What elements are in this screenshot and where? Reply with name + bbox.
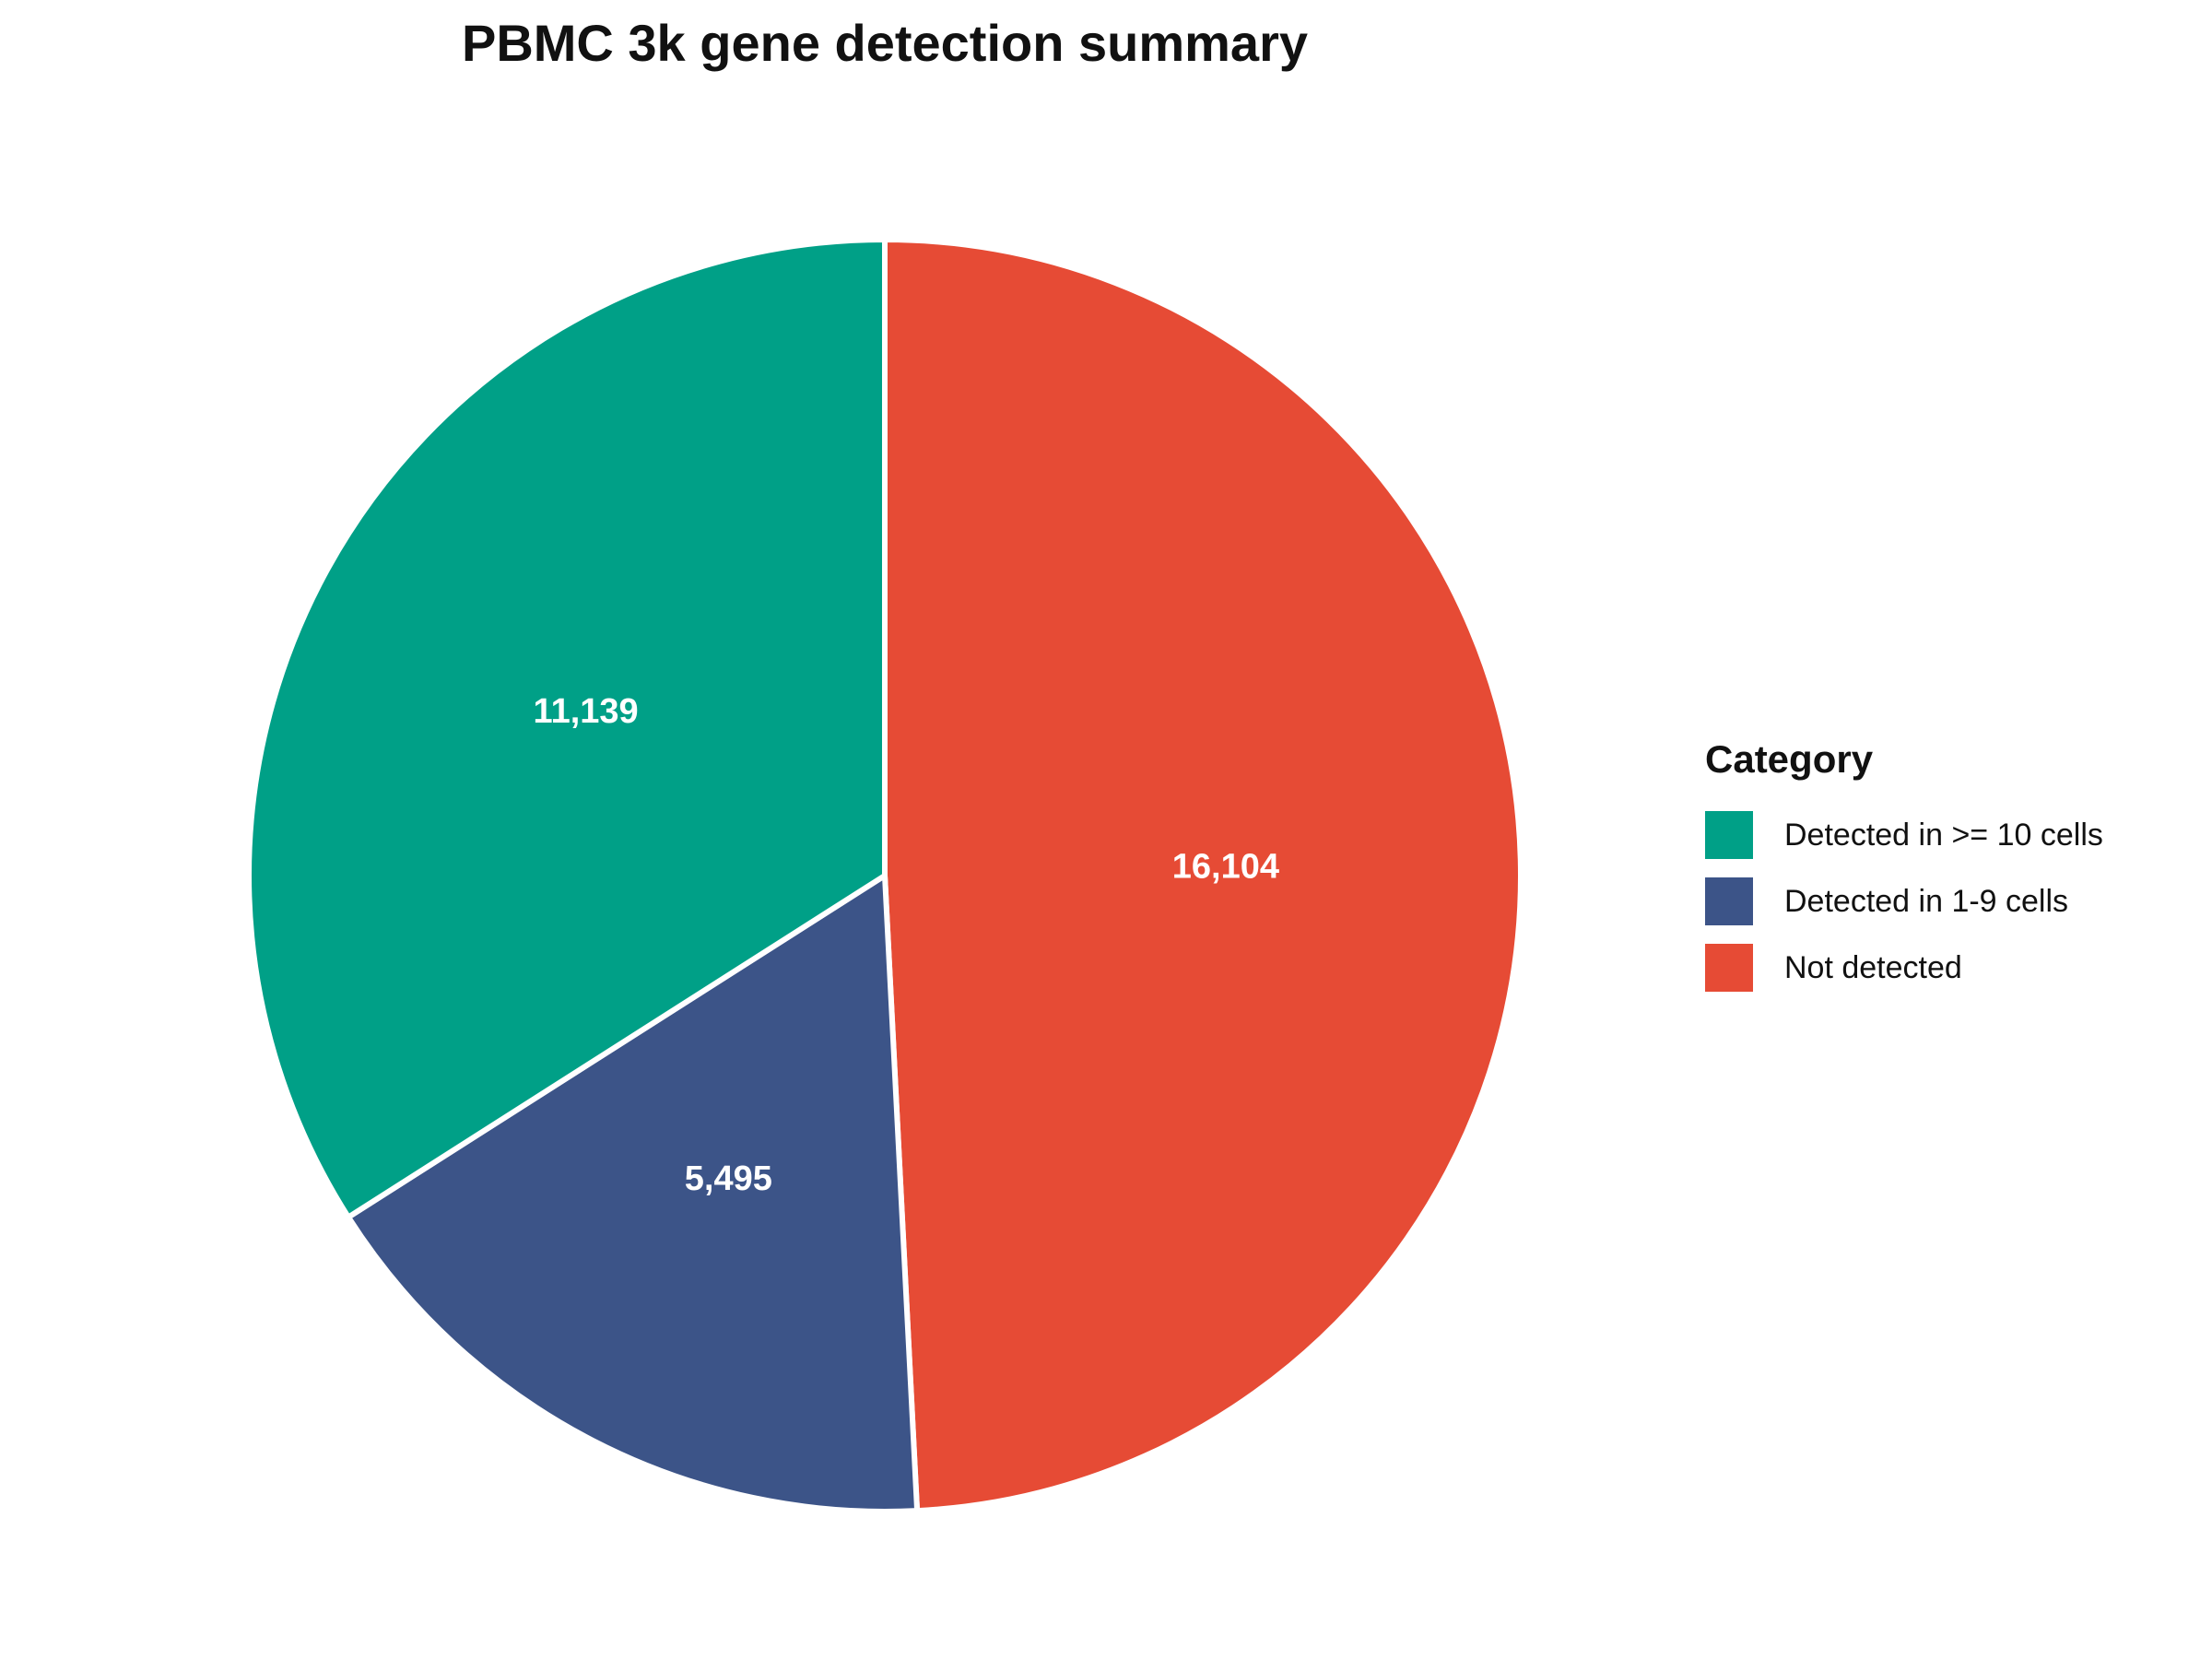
pie-slice xyxy=(246,237,888,1220)
slice-value-label: 16,104 xyxy=(1172,848,1279,887)
legend-swatch xyxy=(1705,877,1753,925)
pie-slice xyxy=(882,237,1524,1514)
legend-label: Detected in 1-9 cells xyxy=(1784,883,2069,919)
legend-items: Detected in >= 10 cells Detected in 1-9 … xyxy=(1705,802,2103,1001)
slice-value-label: 5,495 xyxy=(685,1159,772,1198)
legend-label: Not detected xyxy=(1784,949,1962,985)
legend-swatch xyxy=(1705,944,1753,992)
pie-slice xyxy=(345,873,921,1514)
legend-title: Category xyxy=(1705,737,1874,781)
pie-chart: 16,104 5,495 11,139 xyxy=(246,237,1524,1514)
pie-slice-labels: 16,104 5,495 11,139 xyxy=(534,692,1279,1198)
legend: Category Detected in >= 10 cells Detecte… xyxy=(1705,737,2103,1001)
legend-label: Detected in >= 10 cells xyxy=(1784,817,2103,853)
chart-title: PBMC 3k gene detection summary xyxy=(461,14,1309,72)
legend-item: Detected in >= 10 cells xyxy=(1705,802,2103,868)
pie-slices xyxy=(246,237,1524,1514)
legend-item: Detected in 1-9 cells xyxy=(1705,868,2103,935)
slice-value-label: 11,139 xyxy=(534,692,639,731)
legend-swatch xyxy=(1705,811,1753,859)
legend-item: Not detected xyxy=(1705,935,2103,1001)
